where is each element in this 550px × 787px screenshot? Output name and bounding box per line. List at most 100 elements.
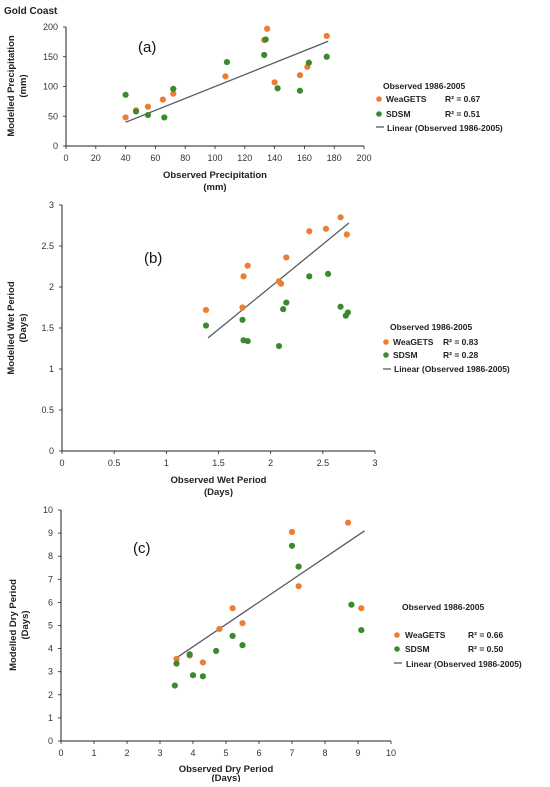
x-axis-unit-a: (mm) (203, 182, 226, 193)
panel-label-a: (a) (138, 39, 156, 56)
x-axis-unit-c: (Days) (211, 773, 240, 782)
legend-sdsm-label-c: SDSM (405, 644, 430, 654)
y-tick-label-c: 8 (48, 551, 53, 561)
sdsm-point-b (324, 270, 332, 277)
sdsm-point-b (244, 338, 251, 345)
x-tick-label-a: 60 (150, 153, 160, 163)
weagets-point-a (159, 96, 166, 103)
weagets-point-c (295, 583, 302, 590)
legend-sdsm-marker-b (383, 352, 389, 358)
x-tick-label-c: 1 (91, 748, 96, 758)
sdsm-point-a (305, 59, 312, 66)
legend-weagets-label-a: WeaGETS (386, 94, 427, 104)
y-tick-label-a: 200 (43, 22, 58, 32)
legend-sdsm-r2-b: R² = 0.28 (443, 350, 478, 360)
legend-weagets-r2-c: R² = 0.66 (468, 630, 503, 640)
legend-title-b: Observed 1986-2005 (390, 322, 472, 332)
y-tick-label-b: 2.5 (41, 241, 54, 251)
weagets-point-b (322, 225, 330, 232)
weagets-point-a (170, 90, 177, 97)
panel-b: (b) Observed 1986-2005 WeaGETS R² = 0.83… (6, 200, 510, 498)
weagets-point-c (229, 605, 236, 612)
x-tick-label-b: 2 (268, 458, 273, 468)
legend-weagets-r2-b: R² = 0.83 (443, 337, 478, 347)
y-tick-label-c: 1 (48, 713, 53, 723)
legend-trend-label-a: Linear (Observed 1986-2005) (387, 123, 503, 133)
legend-title-c: Observed 1986-2005 (402, 602, 484, 612)
x-tick-label-a: 0 (63, 153, 68, 163)
trend-line-a (125, 40, 329, 123)
sdsm-point-c (229, 632, 236, 639)
weagets-point-c (216, 625, 223, 633)
y-axis-unit-c: (Days) (20, 610, 31, 639)
x-tick-label-b: 1 (164, 458, 169, 468)
legend-trend-label-b: Linear (Observed 1986-2005) (394, 364, 510, 374)
legend-weagets-label-b: WeaGETS (393, 337, 434, 347)
y-tick-label-c: 9 (48, 528, 53, 538)
x-tick-label-a: 40 (121, 153, 131, 163)
y-tick-label-c: 0 (48, 736, 53, 746)
weagets-point-b (202, 306, 210, 314)
legend-weagets-marker-b (383, 339, 389, 345)
sdsm-point-a (262, 36, 269, 43)
legend-sdsm-r2-c: R² = 0.50 (468, 644, 503, 654)
weagets-point-c (358, 605, 365, 612)
y-tick-label-a: 150 (43, 52, 58, 62)
sdsm-point-c (348, 601, 355, 608)
y-axis-title-c: Modelled Dry Period (8, 579, 19, 671)
weagets-point-b (337, 214, 344, 221)
weagets-point-a (144, 103, 152, 110)
x-axis-title-a: Observed Precipitation (163, 170, 267, 181)
legend-weagets-label-c: WeaGETS (405, 630, 446, 640)
y-tick-label-b: 0.5 (41, 405, 54, 415)
sdsm-point-b (306, 273, 313, 280)
sdsm-point-b (337, 303, 344, 310)
y-tick-label-b: 0 (49, 446, 54, 456)
weagets-point-a (296, 72, 304, 79)
weagets-point-c (173, 655, 180, 663)
sdsm-point-a (274, 85, 281, 92)
x-tick-label-c: 9 (355, 748, 360, 758)
x-tick-label-c: 3 (157, 748, 162, 758)
sdsm-point-c (239, 642, 246, 649)
sdsm-point-a (323, 53, 330, 60)
x-tick-label-b: 2.5 (317, 458, 330, 468)
x-tick-label-c: 10 (386, 748, 396, 758)
x-tick-label-a: 140 (267, 153, 282, 163)
x-tick-label-b: 0.5 (108, 458, 121, 468)
sdsm-point-b (280, 306, 287, 313)
x-tick-label-c: 6 (256, 748, 261, 758)
sdsm-point-c (186, 651, 193, 658)
y-tick-label-a: 0 (53, 141, 58, 151)
sdsm-point-a (223, 59, 231, 66)
figure-title: Gold Coast (4, 6, 58, 17)
weagets-point-b (240, 273, 247, 280)
weagets-point-b (278, 280, 285, 287)
x-tick-label-a: 80 (180, 153, 190, 163)
legend-sdsm-label-a: SDSM (386, 109, 411, 119)
y-tick-label-b: 1 (49, 364, 54, 374)
sdsm-point-a (261, 51, 268, 59)
weagets-point-b (283, 254, 290, 261)
y-tick-label-a: 100 (43, 82, 58, 92)
sdsm-point-c (358, 627, 365, 634)
x-tick-label-a: 100 (207, 153, 222, 163)
sdsm-point-b (344, 309, 351, 316)
sdsm-point-b (283, 299, 290, 306)
y-tick-label-c: 7 (48, 574, 53, 584)
y-tick-label-c: 3 (48, 667, 53, 677)
y-tick-label-c: 10 (43, 505, 53, 515)
legend-weagets-r2-a: R² = 0.67 (445, 94, 480, 104)
legend-sdsm-marker-c (394, 646, 400, 652)
sdsm-point-a (132, 108, 140, 115)
sdsm-point-a (296, 87, 304, 94)
sdsm-point-c (189, 672, 197, 679)
x-tick-label-c: 0 (58, 748, 63, 758)
weagets-point-a (323, 32, 330, 40)
x-tick-label-a: 180 (327, 153, 342, 163)
weagets-point-a (271, 79, 278, 86)
sdsm-point-c (173, 660, 180, 667)
y-tick-label-c: 6 (48, 597, 53, 607)
panel-a: (a) Observed 1986-2005 WeaGETS R² = 0.67… (6, 22, 503, 193)
